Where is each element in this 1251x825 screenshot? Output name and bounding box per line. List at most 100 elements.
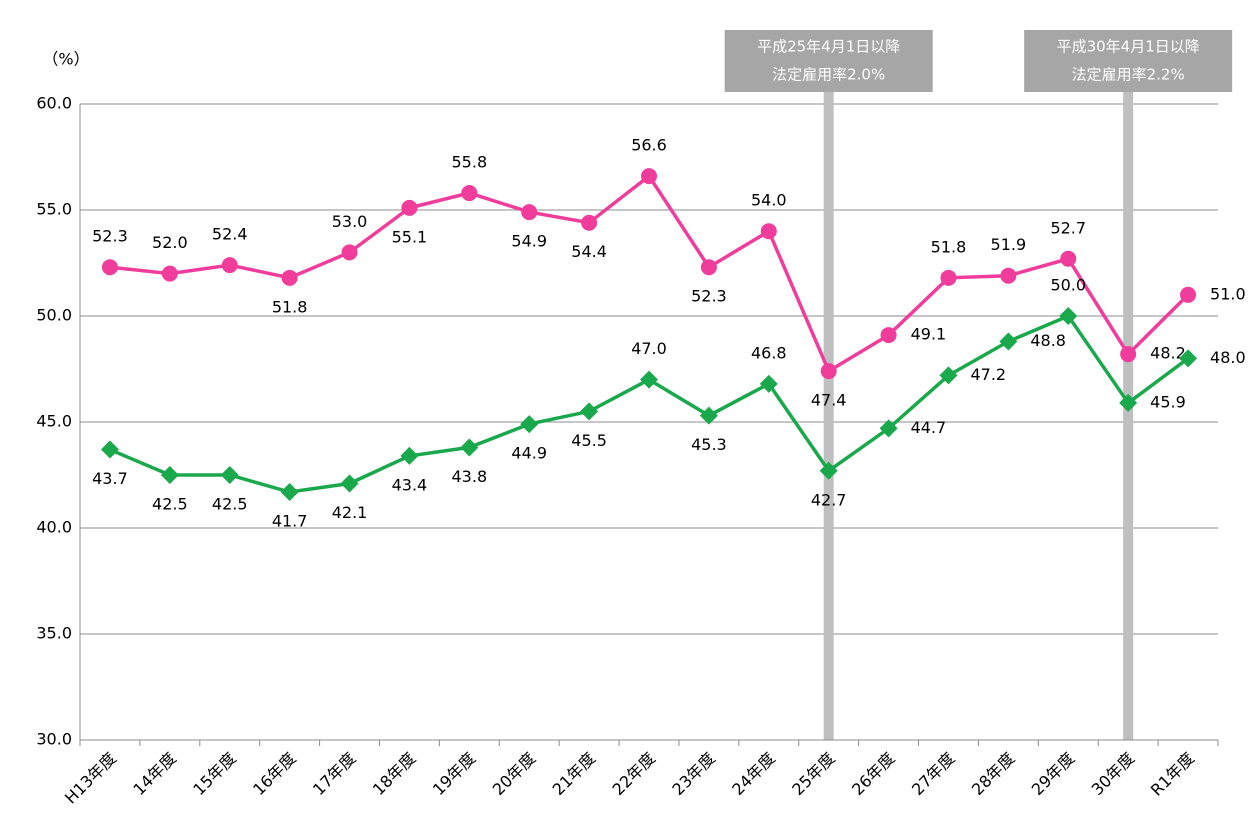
point — [220, 466, 239, 484]
data-label: 47.0 — [631, 339, 667, 358]
point — [521, 204, 538, 221]
data-label: 52.3 — [691, 287, 727, 306]
point — [520, 415, 539, 434]
data-label: 43.8 — [452, 467, 488, 486]
point — [640, 370, 658, 389]
x-tick-label: 20年度 — [489, 749, 539, 799]
data-label: 41.7 — [272, 511, 308, 530]
data-label: 43.4 — [392, 475, 428, 494]
point — [999, 332, 1018, 351]
point — [161, 265, 178, 282]
point — [101, 259, 118, 276]
point — [160, 466, 179, 484]
x-tick-label: 28年度 — [968, 749, 1018, 799]
data-label: 50.0 — [1050, 276, 1086, 295]
data-label: 46.8 — [751, 343, 787, 362]
point — [580, 402, 599, 421]
point — [940, 269, 957, 286]
data-label: 47.2 — [970, 365, 1006, 384]
y-tick-label: 30.0 — [36, 730, 72, 749]
data-label: 45.5 — [571, 431, 607, 450]
x-tick-label: R1年度 — [1147, 749, 1198, 800]
data-label: 42.5 — [152, 495, 188, 514]
data-label: 52.4 — [212, 225, 248, 244]
data-label: 47.4 — [811, 391, 847, 410]
point — [1179, 349, 1198, 368]
point — [760, 223, 777, 240]
y-tick-label: 60.0 — [36, 94, 72, 113]
point — [1000, 267, 1017, 284]
x-tick-label: 22年度 — [609, 749, 659, 799]
point — [880, 327, 897, 344]
y-tick-label: 45.0 — [36, 412, 72, 431]
data-label: 56.6 — [631, 136, 667, 155]
annotation-box — [1024, 30, 1233, 92]
data-label: 42.7 — [811, 490, 847, 509]
data-label: 48.2 — [1150, 344, 1186, 363]
point — [1119, 393, 1138, 412]
point — [340, 474, 359, 493]
point — [1180, 286, 1197, 303]
annotation-text: 法定雇用率2.0% — [772, 66, 885, 84]
data-label: 51.8 — [931, 237, 967, 256]
annotation-text: 平成30年4月1日以降 — [1057, 38, 1200, 56]
point — [819, 461, 838, 480]
x-tick-label: 24年度 — [728, 749, 778, 799]
annotation-bar — [823, 58, 834, 740]
y-tick-label: 35.0 — [36, 624, 72, 643]
point — [820, 363, 837, 380]
data-label: 43.7 — [92, 469, 128, 488]
point — [1120, 346, 1137, 363]
data-label: 48.0 — [1210, 348, 1246, 367]
data-label: 55.8 — [452, 153, 488, 172]
data-label: 52.7 — [1050, 218, 1086, 237]
x-tick-label: 18年度 — [369, 749, 419, 799]
y-tick-label: 55.0 — [36, 200, 72, 219]
point — [401, 199, 418, 216]
point — [699, 406, 718, 425]
data-label: 42.1 — [332, 503, 368, 522]
data-label: 44.9 — [511, 444, 547, 463]
x-tick-label: 21年度 — [549, 749, 599, 799]
x-tick-label: 15年度 — [189, 749, 239, 799]
annotation-text: 法定雇用率2.2% — [1072, 66, 1185, 84]
point — [221, 257, 238, 274]
data-label: 45.3 — [691, 435, 727, 454]
y-axis-label: （%） — [42, 50, 89, 69]
point — [879, 419, 898, 438]
annotation-text: 平成25年4月1日以降 — [757, 38, 900, 56]
data-label: 42.5 — [212, 495, 248, 514]
x-tick-label: 27年度 — [908, 749, 958, 799]
x-tick-label: 30年度 — [1088, 749, 1138, 799]
data-label: 51.0 — [1210, 284, 1246, 303]
data-label: 52.0 — [152, 233, 188, 252]
x-tick-label: 23年度 — [668, 749, 718, 799]
data-label: 44.7 — [911, 418, 947, 437]
x-tick-label: 14年度 — [129, 749, 179, 799]
x-tick-label: 25年度 — [788, 749, 838, 799]
data-label: 45.9 — [1150, 392, 1186, 411]
point — [100, 440, 119, 459]
x-tick-label: H13年度 — [61, 749, 120, 808]
point — [461, 185, 478, 202]
point — [341, 244, 358, 261]
data-label: 54.9 — [511, 232, 547, 251]
x-tick-label: 29年度 — [1028, 749, 1078, 799]
point — [641, 168, 657, 185]
data-label: 54.4 — [571, 242, 607, 261]
data-label: 55.1 — [392, 227, 428, 246]
data-label: 54.0 — [751, 191, 787, 210]
point — [939, 366, 958, 385]
x-tick-label: 26年度 — [848, 749, 898, 799]
point — [1059, 307, 1078, 325]
data-label: 51.8 — [272, 297, 308, 316]
y-tick-label: 50.0 — [36, 306, 72, 325]
point — [280, 482, 299, 501]
point — [400, 446, 419, 465]
point — [700, 259, 717, 276]
x-tick-label: 19年度 — [429, 749, 479, 799]
data-label: 49.1 — [911, 325, 947, 344]
x-tick-label: 17年度 — [309, 749, 359, 799]
data-label: 53.0 — [332, 212, 368, 231]
